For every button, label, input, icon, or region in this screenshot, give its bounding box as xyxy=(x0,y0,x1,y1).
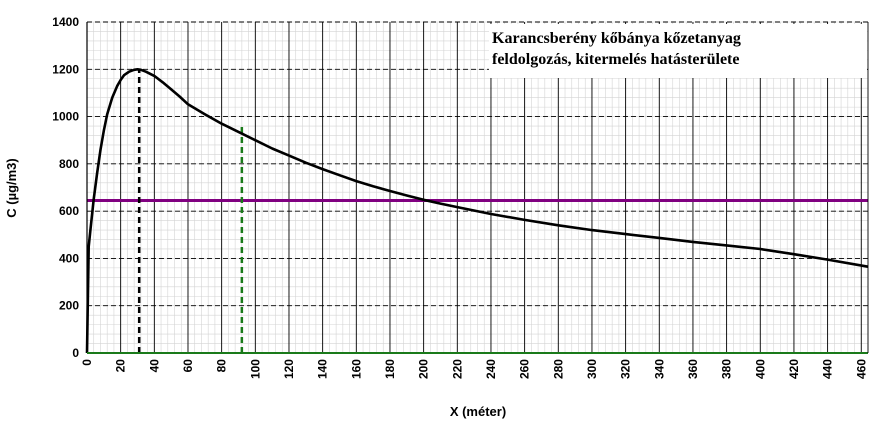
title-box xyxy=(489,24,867,78)
x-tick-label: 320 xyxy=(619,359,633,379)
chart-title-line-1: Karancsberény kőbánya kőzetanyag xyxy=(492,30,741,47)
y-axis-title: C (µg/m3) xyxy=(4,158,19,218)
x-tick-label: 460 xyxy=(854,359,868,379)
x-tick-label: 380 xyxy=(720,359,734,379)
y-tick-label: 1000 xyxy=(52,110,79,124)
y-tick-label: 200 xyxy=(59,299,79,313)
y-tick-label: 1200 xyxy=(52,62,79,76)
x-tick-label: 120 xyxy=(282,359,296,379)
x-tick-label: 440 xyxy=(821,359,835,379)
x-axis-title: X (méter) xyxy=(450,404,506,419)
x-tick-label: 280 xyxy=(551,359,565,379)
x-tick-label: 140 xyxy=(316,359,330,379)
reference-lines xyxy=(87,69,868,353)
x-tick-label: 340 xyxy=(652,359,666,379)
chart-title-line-2: feldolgozás, kitermelés hatásterülete xyxy=(492,51,739,68)
x-tick-label: 60 xyxy=(181,359,195,373)
x-tick-label: 160 xyxy=(349,359,363,379)
x-tick-label: 100 xyxy=(248,359,262,379)
y-tick-label: 400 xyxy=(59,251,79,265)
axes xyxy=(86,22,869,354)
x-tick-label: 80 xyxy=(215,359,229,373)
x-tick-label: 180 xyxy=(383,359,397,379)
x-tick-labels: 0 20 40 60 80 100 120 140 160 180 200 220 240 260 280 3… xyxy=(80,359,868,379)
x-tick-label: 300 xyxy=(585,359,599,379)
x-tick-label: 420 xyxy=(787,359,801,379)
x-tick-label: 260 xyxy=(518,359,532,379)
y-tick-label: 0 xyxy=(72,346,79,360)
x-tick-label: 200 xyxy=(417,359,431,379)
y-tick-labels: 0 200 400 600 800 1000 1200 1400 xyxy=(52,15,79,360)
x-tick-label: 400 xyxy=(753,359,767,379)
series-group xyxy=(85,68,869,354)
y-tick-label: 1400 xyxy=(52,15,79,29)
x-tick-label: 240 xyxy=(484,359,498,379)
y-tick-label: 800 xyxy=(59,157,79,171)
concentration-curve xyxy=(85,68,869,354)
x-tick-label: 360 xyxy=(686,359,700,379)
x-tick-label: 0 xyxy=(80,359,94,366)
x-tick-label: 40 xyxy=(147,359,161,373)
x-tick-label: 220 xyxy=(450,359,464,379)
y-tick-label: 600 xyxy=(59,204,79,218)
x-tick-label: 20 xyxy=(114,359,128,373)
